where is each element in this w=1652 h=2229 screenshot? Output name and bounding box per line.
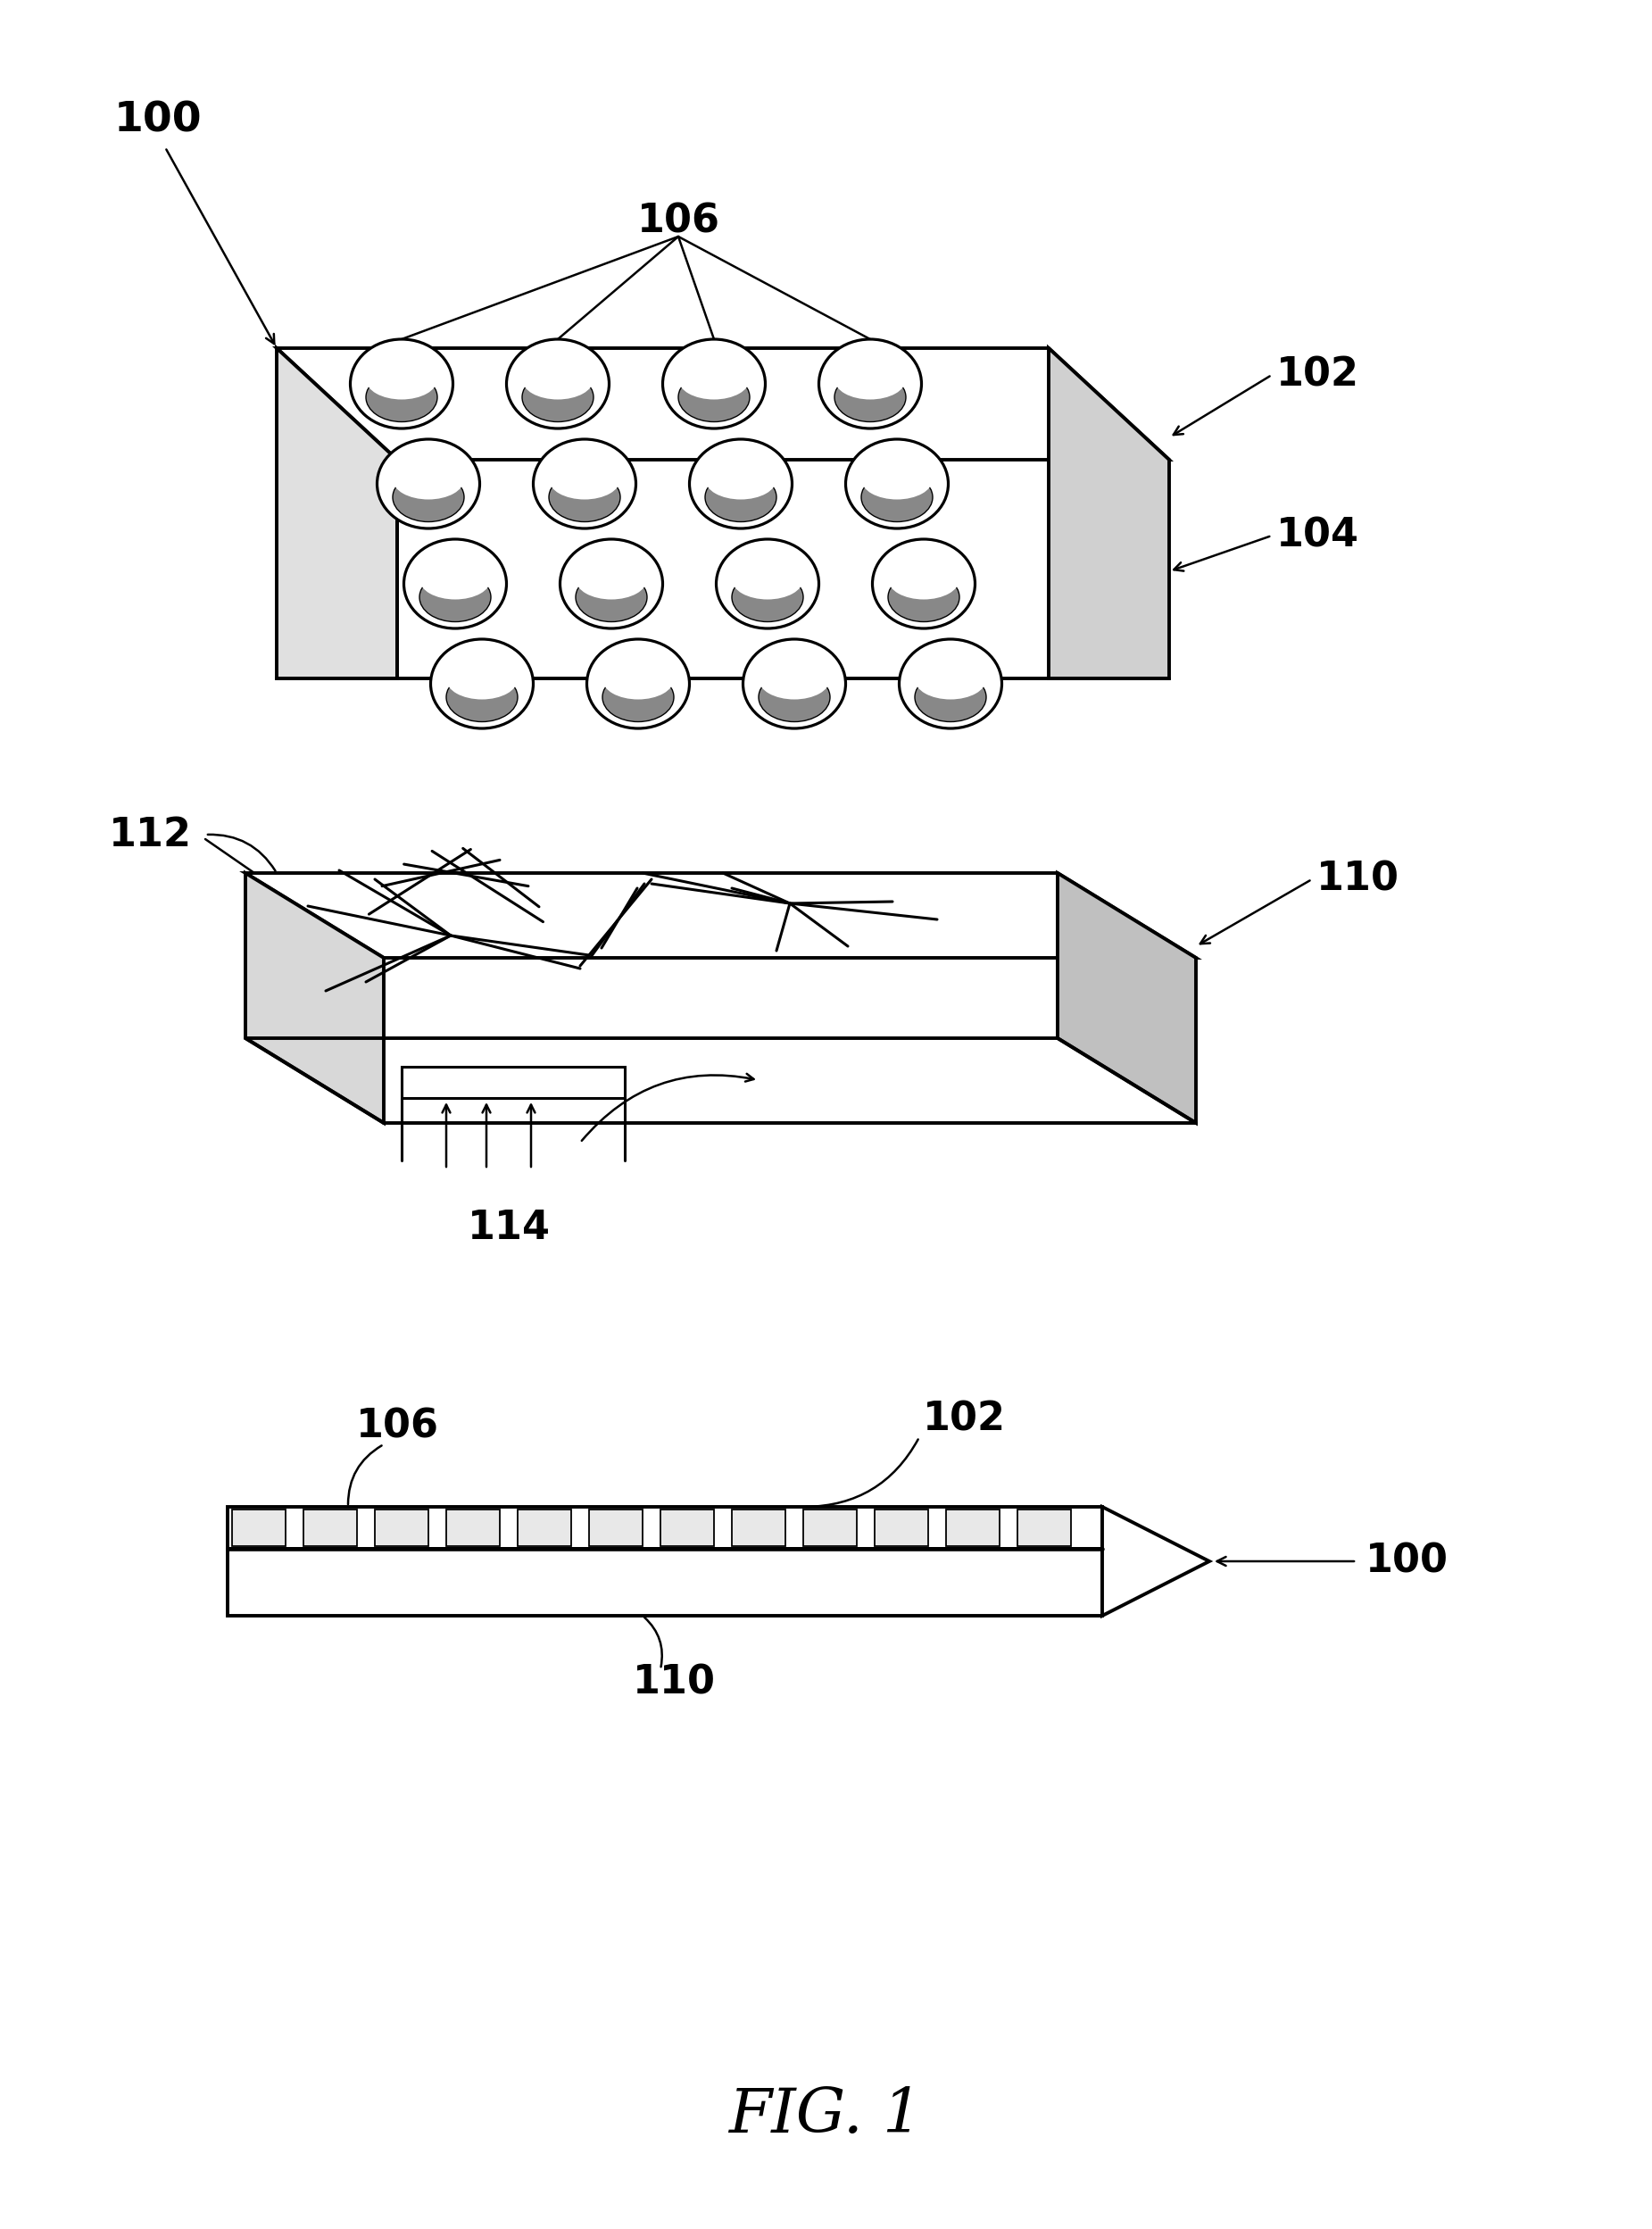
Ellipse shape — [819, 339, 922, 428]
Ellipse shape — [861, 459, 933, 499]
Text: 100: 100 — [1366, 1542, 1449, 1580]
Ellipse shape — [350, 339, 453, 428]
Polygon shape — [590, 1509, 643, 1547]
Polygon shape — [1018, 1509, 1070, 1547]
Ellipse shape — [586, 640, 689, 729]
Ellipse shape — [522, 372, 593, 421]
Ellipse shape — [758, 673, 829, 722]
Ellipse shape — [431, 640, 534, 729]
Ellipse shape — [915, 660, 986, 700]
Ellipse shape — [548, 459, 620, 499]
Ellipse shape — [548, 473, 620, 522]
Text: FIG. 1: FIG. 1 — [729, 2086, 922, 2147]
Polygon shape — [401, 1068, 624, 1099]
Ellipse shape — [705, 459, 776, 499]
Text: 100: 100 — [114, 100, 202, 140]
Ellipse shape — [846, 439, 948, 528]
Polygon shape — [246, 874, 1196, 958]
Ellipse shape — [705, 473, 776, 522]
Ellipse shape — [899, 640, 1001, 729]
Ellipse shape — [367, 359, 438, 399]
Polygon shape — [1057, 874, 1196, 1123]
Polygon shape — [228, 1507, 1102, 1549]
Ellipse shape — [507, 339, 610, 428]
Ellipse shape — [915, 673, 986, 722]
Polygon shape — [874, 1509, 928, 1547]
Ellipse shape — [889, 573, 960, 622]
Ellipse shape — [689, 439, 791, 528]
Ellipse shape — [420, 573, 491, 622]
Ellipse shape — [679, 359, 750, 399]
Text: 104: 104 — [1277, 517, 1360, 555]
Polygon shape — [1049, 348, 1170, 678]
Ellipse shape — [834, 372, 905, 421]
Ellipse shape — [861, 473, 933, 522]
Polygon shape — [732, 1509, 785, 1547]
Ellipse shape — [679, 372, 750, 421]
Ellipse shape — [522, 359, 593, 399]
Ellipse shape — [889, 559, 960, 600]
Ellipse shape — [393, 473, 464, 522]
Polygon shape — [1102, 1507, 1209, 1616]
Ellipse shape — [717, 539, 819, 629]
Ellipse shape — [393, 459, 464, 499]
Text: 112: 112 — [109, 816, 192, 854]
Text: 106: 106 — [355, 1406, 439, 1447]
Ellipse shape — [420, 559, 491, 600]
Ellipse shape — [872, 539, 975, 629]
Ellipse shape — [534, 439, 636, 528]
Polygon shape — [947, 1509, 999, 1547]
Ellipse shape — [446, 673, 517, 722]
Text: 102: 102 — [1277, 357, 1360, 395]
Polygon shape — [228, 1549, 1102, 1616]
Ellipse shape — [603, 660, 674, 700]
Ellipse shape — [732, 573, 803, 622]
Text: 102: 102 — [922, 1400, 1006, 1438]
Polygon shape — [446, 1509, 501, 1547]
Ellipse shape — [367, 372, 438, 421]
Polygon shape — [517, 1509, 572, 1547]
Ellipse shape — [403, 539, 507, 629]
Ellipse shape — [743, 640, 846, 729]
Polygon shape — [661, 1509, 714, 1547]
Text: 114: 114 — [468, 1208, 550, 1246]
Text: 110: 110 — [633, 1663, 715, 1703]
Ellipse shape — [575, 559, 648, 600]
Ellipse shape — [560, 539, 662, 629]
Text: 110: 110 — [1317, 860, 1399, 898]
Ellipse shape — [732, 559, 803, 600]
Ellipse shape — [575, 573, 648, 622]
Polygon shape — [375, 1509, 428, 1547]
Ellipse shape — [758, 660, 829, 700]
Polygon shape — [246, 874, 383, 1123]
Ellipse shape — [377, 439, 479, 528]
Ellipse shape — [446, 660, 517, 700]
Polygon shape — [276, 348, 1170, 459]
Ellipse shape — [603, 673, 674, 722]
Polygon shape — [276, 348, 396, 678]
Text: 106: 106 — [636, 203, 720, 241]
Polygon shape — [803, 1509, 857, 1547]
Ellipse shape — [834, 359, 905, 399]
Ellipse shape — [662, 339, 765, 428]
Polygon shape — [231, 1509, 286, 1547]
Polygon shape — [304, 1509, 357, 1547]
